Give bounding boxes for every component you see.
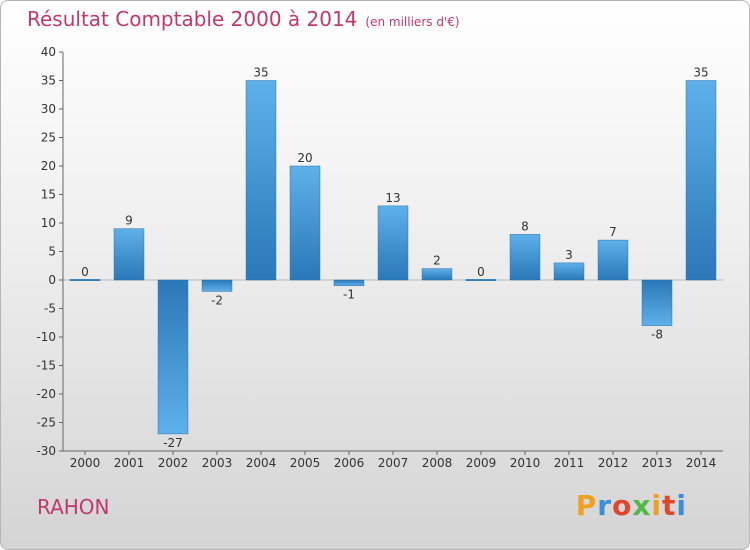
bar bbox=[553, 262, 585, 281]
brand-letter: i bbox=[651, 489, 662, 522]
y-tick-label: -30 bbox=[36, 444, 56, 458]
bar bbox=[641, 279, 673, 326]
y-tick-label: 40 bbox=[41, 45, 56, 59]
y-tick-label: 20 bbox=[41, 159, 56, 173]
brand-letter: o bbox=[612, 489, 633, 522]
y-tick-label: -10 bbox=[36, 330, 56, 344]
bar bbox=[685, 80, 717, 281]
bar bbox=[377, 205, 409, 281]
place-name: RAHON bbox=[37, 495, 110, 519]
value-label: 35 bbox=[253, 66, 268, 80]
bar bbox=[421, 268, 453, 281]
y-tick-label: 35 bbox=[41, 74, 56, 88]
value-label: -2 bbox=[211, 293, 223, 307]
y-tick-label: 25 bbox=[41, 131, 56, 145]
chart-subtitle: (en milliers d'€) bbox=[365, 15, 460, 29]
x-tick-label: 2004 bbox=[246, 456, 277, 470]
x-tick-label: 2009 bbox=[466, 456, 497, 470]
x-tick-label: 2002 bbox=[158, 456, 189, 470]
brand-letter: P bbox=[575, 489, 598, 522]
bar bbox=[509, 234, 541, 281]
brand-logo: Proxiti bbox=[576, 489, 687, 522]
title-row: Résultat Comptable 2000 à 2014 (en millie… bbox=[27, 7, 460, 31]
chart-title: Résultat Comptable 2000 à 2014 bbox=[27, 7, 358, 31]
x-tick-label: 2000 bbox=[70, 456, 101, 470]
value-label: 0 bbox=[477, 265, 485, 279]
value-label: -1 bbox=[343, 288, 355, 302]
x-tick-label: 2003 bbox=[202, 456, 233, 470]
bar bbox=[69, 279, 101, 281]
y-tick-label: -25 bbox=[36, 416, 56, 430]
value-label: 3 bbox=[565, 248, 573, 262]
bar bbox=[157, 279, 189, 435]
x-tick-label: 2001 bbox=[114, 456, 145, 470]
y-tick-label: -20 bbox=[36, 387, 56, 401]
value-label: 9 bbox=[125, 214, 133, 228]
bar bbox=[465, 279, 497, 281]
y-tick-label: 10 bbox=[41, 216, 56, 230]
bar bbox=[333, 279, 365, 286]
value-label: -8 bbox=[651, 328, 663, 342]
bars-group bbox=[69, 80, 717, 435]
bar bbox=[245, 80, 277, 281]
y-tick-label: 15 bbox=[41, 188, 56, 202]
bar bbox=[201, 279, 233, 292]
value-label: 0 bbox=[81, 265, 89, 279]
brand-letter: x bbox=[632, 489, 652, 522]
x-tick-label: 2014 bbox=[686, 456, 717, 470]
y-tick-label: -15 bbox=[36, 359, 56, 373]
value-label: 20 bbox=[297, 151, 312, 165]
x-tick-label: 2006 bbox=[334, 456, 365, 470]
y-tick-label: 5 bbox=[48, 245, 56, 259]
x-tick-label: 2005 bbox=[290, 456, 321, 470]
x-tick-label: 2008 bbox=[422, 456, 453, 470]
brand-letter: i bbox=[676, 489, 687, 522]
value-label: 35 bbox=[693, 66, 708, 80]
value-label: 7 bbox=[609, 225, 617, 239]
x-tick-label: 2012 bbox=[598, 456, 629, 470]
bar bbox=[289, 165, 321, 281]
y-tick-label: 30 bbox=[41, 102, 56, 116]
x-tick-label: 2013 bbox=[642, 456, 673, 470]
value-label: -27 bbox=[163, 436, 183, 450]
value-label: 8 bbox=[521, 219, 529, 233]
brand-letter: r bbox=[597, 489, 613, 522]
y-tick-label: -5 bbox=[44, 302, 56, 316]
brand-letter: t bbox=[662, 489, 677, 522]
x-tick-label: 2011 bbox=[554, 456, 585, 470]
bar bbox=[597, 239, 629, 281]
value-label: 13 bbox=[385, 191, 400, 205]
bar bbox=[113, 228, 145, 281]
value-label: 2 bbox=[433, 254, 441, 268]
x-tick-label: 2007 bbox=[378, 456, 409, 470]
x-tick-label: 2010 bbox=[510, 456, 541, 470]
y-tick-label: 0 bbox=[48, 273, 56, 287]
